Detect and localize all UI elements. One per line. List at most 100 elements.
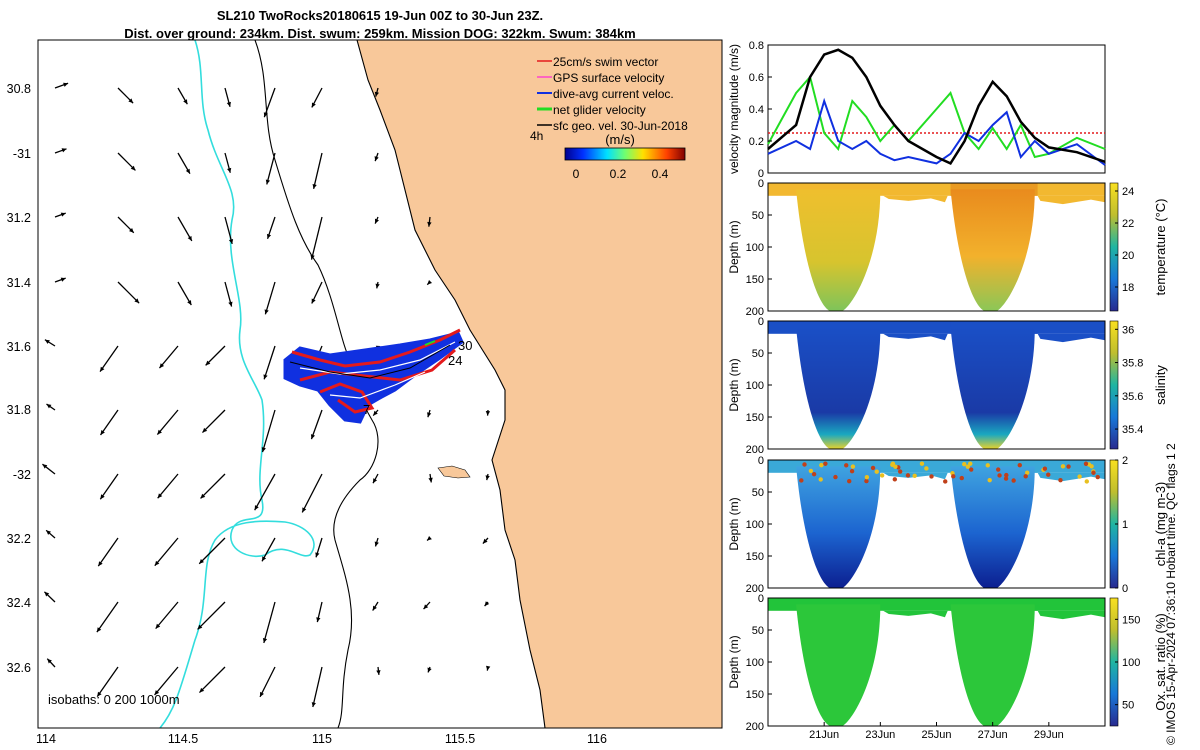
current-arrow-head: [482, 538, 488, 544]
current-vector-field: [42, 82, 491, 708]
chl-a-highlight-dot: [799, 478, 804, 483]
current-arrow: [312, 152, 323, 189]
colorbar-tick-0.4: 0.4: [652, 167, 669, 181]
chl-a-highlight-dot: [844, 463, 849, 468]
salinity-colorbar-tick-label: 35.6: [1122, 391, 1143, 403]
track-label-24: 24: [448, 353, 462, 368]
lon-tick-114.5: 114.5: [168, 732, 198, 746]
current-arrow-head: [226, 101, 231, 107]
current-arrow-head: [159, 363, 165, 369]
chl-a-highlight-dot: [897, 469, 903, 474]
current-arrow-head: [373, 410, 378, 416]
current-arrow-head: [128, 98, 134, 104]
current-arrow-head: [373, 478, 378, 484]
chl-a-highlight-dot: [968, 461, 973, 466]
chl-a-highlight-dot: [996, 467, 1001, 472]
chl-a-highlight-dot: [943, 479, 948, 484]
current-arrow: [261, 409, 276, 453]
chl-a-highlight-dot: [870, 465, 876, 471]
chl-a-highlight-dot: [1066, 464, 1071, 469]
current-arrow: [198, 666, 226, 694]
current-arrow-head: [96, 627, 102, 633]
current-arrow-head: [427, 221, 432, 227]
chl-a-shallow-fill-2: [1037, 472, 1105, 482]
chl-a-highlight-dot: [1011, 478, 1016, 483]
current-arrow-head: [485, 410, 491, 416]
velocity-series-dive-avg-current-veloc-: [767, 97, 1106, 166]
current-arrow-head: [316, 617, 321, 623]
current-arrow-head: [311, 298, 316, 304]
oxygen-section-2: [950, 604, 1035, 726]
lon-tick-115: 115: [312, 732, 332, 746]
chl-a-highlight-dot: [849, 468, 855, 474]
temperature-section-2: [950, 189, 1035, 311]
current-arrow-head: [187, 235, 192, 241]
chl-a-highlight-dot: [969, 467, 974, 472]
chl-a-highlight-dot: [965, 464, 971, 469]
velocity-series-sfc-geo-vel-: [767, 48, 1106, 165]
current-arrow-head: [46, 404, 52, 409]
lat-tick-32.4: 32.4: [7, 596, 31, 610]
track-label-7: 7: [363, 402, 370, 417]
oxygen-ytick-label: 200: [746, 721, 764, 733]
chl-a-highlight-dot: [879, 473, 885, 478]
salinity-section-1: [796, 327, 881, 449]
current-arrow: [198, 537, 226, 565]
current-arrow-head: [311, 102, 316, 108]
current-arrow-head: [254, 505, 259, 511]
net-track-white: [299, 341, 456, 399]
oxygen-colorbar-tick-label: 100: [1122, 657, 1140, 669]
current-arrow: [97, 537, 119, 567]
current-arrow-head: [263, 112, 268, 118]
speed-colorbar: [564, 147, 686, 161]
chl-a-highlight-dot: [1083, 461, 1089, 466]
chl-a-highlight-dot: [1077, 474, 1082, 479]
salinity-shallow-fill: [883, 333, 948, 341]
current-arrow-head: [60, 212, 66, 217]
chl-a-highlight-dot: [864, 475, 870, 480]
current-arrow: [254, 473, 276, 511]
current-arrow: [205, 345, 226, 366]
current-arrow: [99, 345, 119, 373]
lat-tick-31.2: 31.2: [7, 211, 31, 225]
map-frame: [37, 39, 723, 729]
salinity-colorbar-tick-label: 36: [1122, 324, 1134, 336]
chl-a-highlight-dot: [818, 477, 823, 482]
oxygen-ytick-label: 150: [746, 689, 764, 701]
chl-a-highlight-dot: [892, 477, 898, 482]
plot-title-line2: Dist. over ground: 234km. Dist. swum: 25…: [124, 26, 636, 41]
current-arrow-head: [100, 366, 105, 372]
current-arrow-head: [185, 168, 190, 174]
legend-sfc-geo: sfc geo. vel. 30-Jun-2018: [553, 119, 688, 133]
current-arrow-head: [228, 301, 233, 307]
lat-tick-32: -32: [13, 468, 31, 482]
current-arrow-head: [61, 148, 67, 153]
lon-tick-115.5: 115.5: [445, 732, 475, 746]
chl-a-highlight-dot: [802, 462, 807, 467]
colorbar-title: (m/s): [605, 132, 635, 147]
colorbar-tick-0: 0: [573, 167, 580, 181]
current-arrow: [201, 409, 226, 434]
current-arrow-head: [98, 561, 103, 567]
chl-a-highlight-dot: [1091, 470, 1096, 475]
chl-a-highlight-dot: [850, 464, 856, 469]
velocity-ytick-label: 0.4: [749, 104, 764, 116]
velocity-ylabel: velocity magnitude (m/s): [727, 44, 741, 174]
salinity-colorbar-tick-label: 35.8: [1122, 358, 1143, 370]
time-tick-label: 21Jun: [809, 729, 839, 741]
current-arrow-head: [484, 601, 490, 607]
current-arrow-head: [374, 156, 379, 162]
map-lat-axis: 30.8 -31 31.2 31.4 31.6 31.8 -32 32.2 32…: [7, 82, 31, 675]
current-arrow-head: [311, 702, 316, 708]
lat-tick-31.6: 31.6: [7, 340, 31, 354]
temperature-colorbar-tick-label: 20: [1122, 250, 1134, 262]
chl-a-ytick-label: 0: [758, 455, 764, 467]
current-arrow: [263, 87, 276, 118]
chl-a-colorbar-label: chl-a (mg m-3): [1153, 482, 1168, 567]
current-arrow: [154, 537, 179, 567]
temperature-ytick-label: 150: [746, 274, 764, 286]
chl-a-highlight-dot: [1017, 462, 1022, 468]
temperature-ytick-label: 0: [758, 178, 764, 190]
current-arrow: [259, 666, 276, 698]
current-arrow-head: [260, 691, 264, 697]
